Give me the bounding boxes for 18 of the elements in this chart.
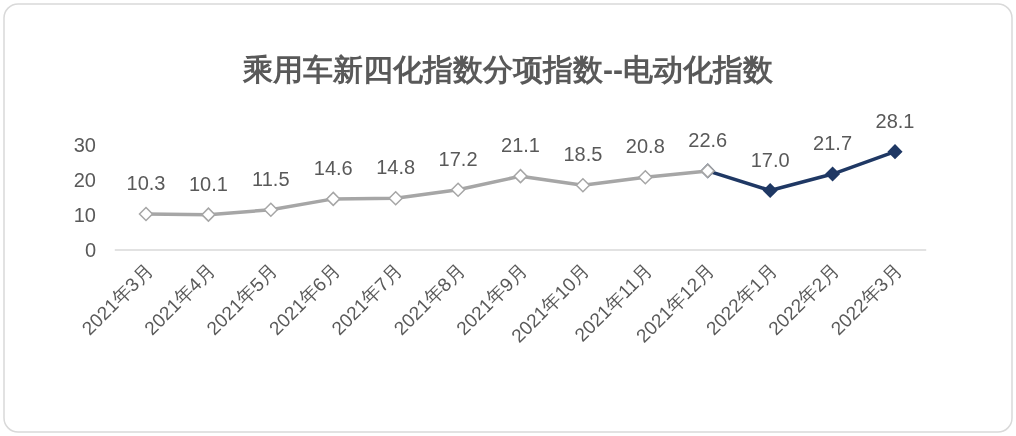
data-label: 14.8	[376, 156, 416, 179]
data-label: 21.7	[813, 132, 853, 155]
title: 乘用车新四化指数分项指数--电动化指数	[243, 53, 773, 86]
y-tick-label: 30	[73, 134, 96, 156]
data-label: 14.6	[313, 156, 353, 179]
y-tick-label: 10	[73, 204, 96, 226]
data-label: 10.3	[126, 171, 166, 194]
y-tick-label: 0	[84, 239, 96, 261]
data-label: 18.5	[563, 143, 603, 166]
data-label: 11.5	[252, 167, 290, 190]
data-label: 17.0	[750, 148, 790, 171]
y-tick-label: 20	[73, 169, 96, 191]
data-label: 17.2	[438, 147, 478, 170]
data-label: 20.8	[625, 135, 665, 158]
data-label: 22.6	[688, 128, 728, 151]
data-label: 21.1	[501, 134, 540, 157]
data-label: 28.1	[875, 109, 915, 132]
data-label: 10.1	[188, 172, 228, 195]
